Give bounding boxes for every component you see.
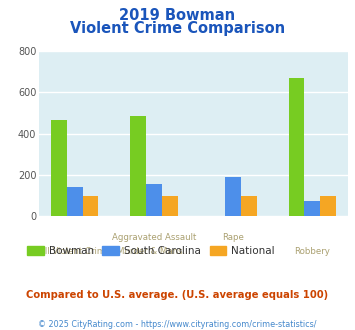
Bar [304, 201, 320, 216]
Text: © 2025 CityRating.com - https://www.cityrating.com/crime-statistics/: © 2025 CityRating.com - https://www.city… [38, 320, 317, 329]
Bar [162, 195, 178, 216]
Bar [241, 195, 257, 216]
Text: Compared to U.S. average. (U.S. average equals 100): Compared to U.S. average. (U.S. average … [26, 290, 329, 300]
Bar [146, 184, 162, 216]
Text: Violent Crime Comparison: Violent Crime Comparison [70, 21, 285, 36]
Bar [51, 120, 67, 216]
Text: Aggravated Assault: Aggravated Assault [112, 233, 196, 242]
Text: 2019 Bowman: 2019 Bowman [119, 8, 236, 23]
Text: Robbery: Robbery [294, 248, 330, 256]
Legend: Bowman, South Carolina, National: Bowman, South Carolina, National [23, 242, 279, 260]
Text: Murder & Mans...: Murder & Mans... [117, 248, 191, 256]
Text: Rape: Rape [222, 233, 244, 242]
Bar [320, 195, 336, 216]
Bar [225, 177, 241, 216]
Bar [83, 195, 98, 216]
Bar [67, 187, 83, 216]
Text: All Violent Crime: All Violent Crime [39, 248, 110, 256]
Bar [130, 116, 146, 216]
Bar [289, 78, 304, 216]
